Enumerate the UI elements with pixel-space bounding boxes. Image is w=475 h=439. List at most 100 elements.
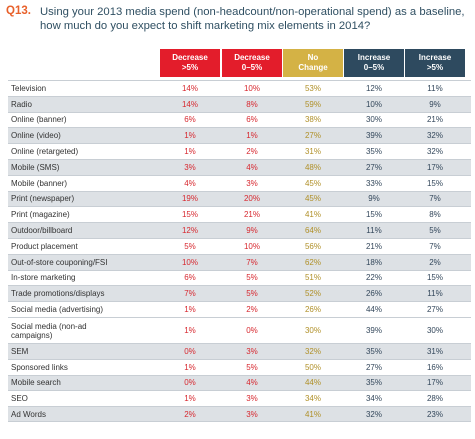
value-cell: 10% xyxy=(243,241,260,251)
value-cell: 2% xyxy=(246,305,258,315)
value-cell: 27% xyxy=(365,162,382,172)
value-cell: 6% xyxy=(184,115,196,125)
value-cell: 26% xyxy=(365,289,382,299)
value-cell: 8% xyxy=(246,99,258,109)
row-label: Print (magazine) xyxy=(11,210,70,220)
row-label: Print (newspaper) xyxy=(11,194,75,204)
row-label: Online (banner) xyxy=(11,115,67,125)
value-cell: 1% xyxy=(184,305,196,315)
table-row: Online (retargeted) 1% 2% 31% 35% 32% xyxy=(8,143,471,159)
value-cell: 27% xyxy=(365,362,382,372)
value-cell: 21% xyxy=(426,115,443,125)
value-cell: 21% xyxy=(365,241,382,251)
value-cell: 7% xyxy=(184,289,196,299)
table-row: Print (newspaper) 19% 20% 45% 9% 7% xyxy=(8,190,471,207)
value-cell: 16% xyxy=(426,362,443,372)
value-cell: 14% xyxy=(181,83,198,93)
value-cell: 9% xyxy=(246,226,258,236)
table-row: Ad Words 2% 3% 41% 32% 23% xyxy=(8,406,471,422)
value-cell: 11% xyxy=(427,289,443,299)
value-cell: 27% xyxy=(426,305,443,315)
value-cell: 32% xyxy=(426,131,443,141)
row-label: Mobile (SMS) xyxy=(11,162,60,172)
value-cell: 34% xyxy=(304,394,321,404)
value-cell: 59% xyxy=(304,99,321,109)
value-cell: 2% xyxy=(184,409,196,419)
value-cell: 1% xyxy=(246,131,258,141)
value-cell: 11% xyxy=(427,83,443,93)
table-row: Sponsored links 1% 5% 50% 27% 16% xyxy=(8,358,471,375)
row-label: Ad Words xyxy=(11,409,46,419)
table-row: Out-of-store couponing/FSI 10% 7% 62% 18% 2% xyxy=(8,253,471,270)
value-cell: 5% xyxy=(246,273,258,283)
table-row: Mobile (SMS) 3% 4% 48% 27% 17% xyxy=(8,159,471,175)
value-cell: 1% xyxy=(184,394,196,404)
value-cell: 4% xyxy=(246,162,258,172)
value-cell: 9% xyxy=(429,99,441,109)
row-label: Social media (advertising) xyxy=(11,305,104,315)
value-cell: 1% xyxy=(184,131,196,141)
value-cell: 20% xyxy=(243,194,260,204)
row-label: In-store marketing xyxy=(11,273,76,283)
value-cell: 12% xyxy=(365,83,382,93)
value-cell: 5% xyxy=(429,226,441,236)
value-cell: 5% xyxy=(184,241,196,251)
column-header: Decrease >5% xyxy=(160,49,220,77)
value-cell: 2% xyxy=(246,147,258,157)
value-cell: 30% xyxy=(426,326,443,335)
table-row: Print (magazine) 15% 21% 41% 15% 8% xyxy=(8,206,471,222)
table-row: Trade promotions/displays 7% 5% 52% 26% 11% xyxy=(8,285,471,302)
table-row: SEO 1% 3% 34% 34% 28% xyxy=(8,390,471,406)
row-label: Radio xyxy=(11,99,32,109)
value-cell: 7% xyxy=(429,194,441,204)
row-label: Online (retargeted) xyxy=(11,147,79,157)
value-cell: 1% xyxy=(184,362,196,372)
table-row: In-store marketing 6% 5% 51% 22% 15% xyxy=(8,269,471,286)
value-cell: 39% xyxy=(365,326,382,335)
column-header: Decrease 0–5% xyxy=(222,49,282,77)
value-cell: 53% xyxy=(304,83,321,93)
row-label: Outdoor/billboard xyxy=(11,226,73,236)
value-cell: 12% xyxy=(181,226,198,236)
table-row: Radio 14% 8% 59% 10% 9% xyxy=(8,95,471,112)
value-cell: 30% xyxy=(365,115,382,125)
table-row: Outdoor/billboard 12% 9% 64% 11% 5% xyxy=(8,222,471,238)
row-label: Television xyxy=(11,83,47,93)
table-row: Television 14% 10% 53% 12% 11% xyxy=(8,80,471,96)
row-label: Mobile (banner) xyxy=(11,178,68,188)
value-cell: 2% xyxy=(429,257,441,267)
value-cell: 4% xyxy=(246,378,258,388)
table-row: Mobile (banner) 4% 3% 45% 33% 15% xyxy=(8,174,471,191)
value-cell: 15% xyxy=(426,273,443,283)
table-row: Product placement 5% 10% 56% 21% 7% xyxy=(8,238,471,254)
value-cell: 38% xyxy=(304,115,321,125)
value-cell: 6% xyxy=(246,115,258,125)
value-cell: 33% xyxy=(365,178,382,188)
value-cell: 28% xyxy=(426,394,443,404)
column-header: Increase >5% xyxy=(405,49,465,77)
value-cell: 1% xyxy=(184,147,196,157)
column-header: Increase 0–5% xyxy=(344,49,404,77)
value-cell: 15% xyxy=(365,210,382,220)
value-cell: 41% xyxy=(304,210,321,220)
row-label: SEO xyxy=(11,394,28,404)
value-cell: 3% xyxy=(246,394,258,404)
value-cell: 1% xyxy=(184,326,196,335)
value-cell: 44% xyxy=(304,378,321,388)
value-cell: 8% xyxy=(429,210,441,220)
value-cell: 45% xyxy=(304,194,321,204)
value-cell: 45% xyxy=(304,178,321,188)
value-cell: 62% xyxy=(304,257,321,267)
value-cell: 27% xyxy=(304,131,321,141)
value-cell: 17% xyxy=(426,378,443,388)
row-label: Trade promotions/displays xyxy=(11,289,105,299)
value-cell: 32% xyxy=(365,409,382,419)
value-cell: 32% xyxy=(426,147,443,157)
value-cell: 32% xyxy=(304,346,321,356)
table-row: Mobile search 0% 4% 44% 35% 17% xyxy=(8,374,471,391)
value-cell: 11% xyxy=(366,226,382,236)
value-cell: 9% xyxy=(368,194,380,204)
value-cell: 35% xyxy=(365,147,382,157)
value-cell: 22% xyxy=(365,273,382,283)
